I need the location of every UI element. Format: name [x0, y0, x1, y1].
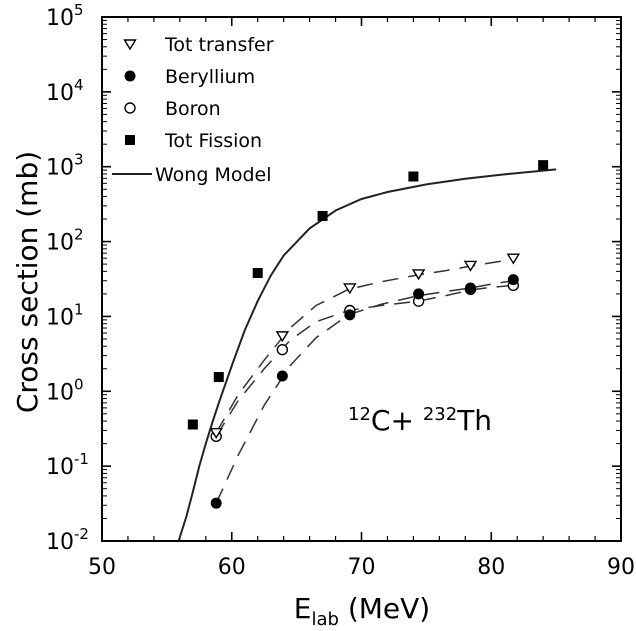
data-point-circle-filled [344, 309, 356, 321]
legend-label: Tot Fission [164, 130, 262, 152]
data-point-triangle-down-open [275, 331, 290, 343]
data-point-circle-open [276, 343, 289, 356]
y-tick-label: 101 [46, 300, 84, 330]
legend-label: Tot transfer [164, 34, 274, 56]
annotation-sup1: 12 [348, 404, 371, 425]
data-point-circle-filled [276, 370, 288, 382]
y-tick-label: 10-2 [46, 525, 89, 555]
data-point-circle-filled [413, 288, 425, 300]
legend: Tot transfer Beryllium Boron Tot Fission Won… [112, 34, 274, 186]
y-tick-label: 10-1 [46, 450, 89, 480]
y-tick-label: 103 [46, 151, 84, 181]
legend-marker [125, 135, 135, 145]
annotation-mid: C+ [371, 404, 423, 437]
x-tick-label: 60 [218, 555, 246, 580]
data-point-triangle-down-open [343, 283, 357, 295]
y-axis-title: Cross section (mb) [11, 151, 44, 413]
x-axis-title-main: E [294, 592, 312, 625]
legend-marker [124, 70, 136, 82]
data-point-circle-filled [507, 274, 519, 286]
data-point-triangle-down-open [209, 427, 223, 440]
y-tick-label: 100 [46, 375, 84, 405]
data-point-square-filled [187, 419, 198, 430]
data-point-square-filled [538, 160, 549, 171]
legend-marker [123, 39, 137, 51]
x-axis-title-sub: lab [311, 609, 338, 630]
y-tick-label: 104 [46, 76, 84, 106]
annotation-end: Th [456, 404, 492, 437]
data-point-triangle-down-open [411, 269, 426, 281]
y-tick-label: 102 [46, 226, 84, 256]
plot-frame [101, 16, 622, 542]
legend-label: Beryllium [165, 66, 255, 88]
data-point-triangle-down-open [506, 253, 521, 265]
x-tick-label: 70 [348, 555, 376, 580]
data-point-square-filled [408, 171, 419, 182]
data-point-circle-filled [464, 282, 476, 294]
data-point-square-filled [252, 268, 263, 279]
x-axis-title-unit: (MeV) [339, 592, 430, 625]
x-axis-title: Elab (MeV) [294, 592, 430, 630]
data-point-square-filled [317, 210, 328, 221]
markers [187, 160, 549, 509]
x-tick-label: 50 [88, 555, 116, 580]
data-point-square-filled [213, 372, 224, 383]
data-point-circle-filled [210, 497, 222, 509]
legend-label: Wong Model [155, 164, 272, 186]
legend-marker [124, 102, 136, 114]
wong-model-curve [177, 168, 557, 542]
axes: 50 60 70 80 90 10-2 10-1 100 101 102 103 104 105 [46, 1, 635, 580]
dashed-fit-curve [215, 279, 514, 504]
annotation-sup2: 232 [423, 404, 457, 425]
data-point-triangle-down-open [463, 260, 478, 272]
y-tick-label: 105 [46, 1, 84, 31]
legend-label: Boron [165, 98, 221, 120]
x-tick-label: 90 [607, 555, 635, 580]
x-tick-label: 80 [477, 555, 505, 580]
annotation-reaction: 12C+ 232Th [348, 404, 492, 438]
curves [177, 168, 557, 542]
